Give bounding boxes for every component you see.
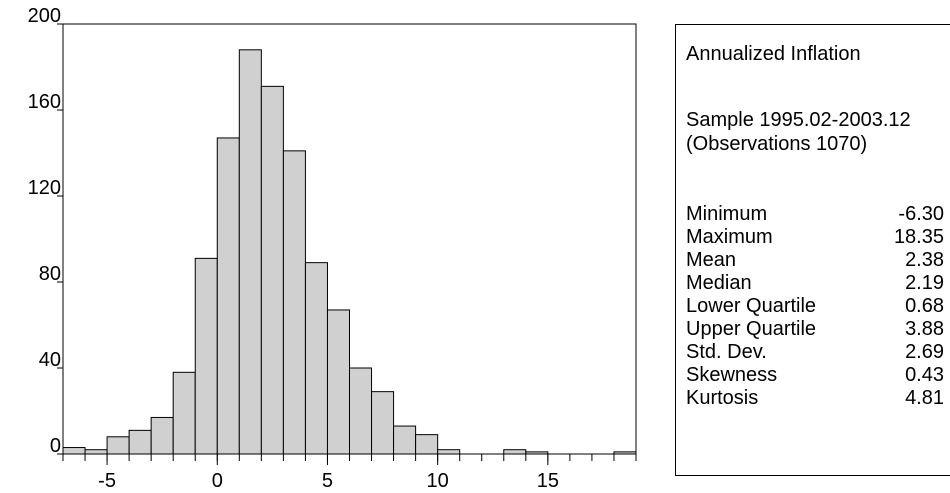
stat-value-median: 2.19 — [905, 272, 944, 294]
histogram-bar — [172, 371, 196, 455]
stat-value-kurtosis: 4.81 — [905, 387, 944, 409]
histogram-bar — [84, 449, 108, 455]
stat-label-std-dev: Std. Dev. — [686, 341, 767, 363]
stat-label-minimum: Minimum — [686, 203, 768, 225]
y-tick-label: 80 — [39, 263, 61, 285]
x-tick-label: 10 — [427, 470, 449, 492]
y-tick-label: 40 — [39, 349, 61, 371]
histogram-bar — [503, 449, 527, 455]
stat-value-upper-quartile: 3.88 — [905, 318, 944, 340]
histogram-bar — [260, 85, 284, 455]
histogram-bar — [393, 425, 417, 455]
stat-label-skewness: Skewness — [686, 364, 778, 386]
x-tick-label: 15 — [537, 470, 559, 492]
stat-label-upper-quartile: Upper Quartile — [686, 318, 817, 340]
histogram-bar — [216, 137, 240, 455]
x-axis: -5 0 5 10 15 — [62, 454, 637, 492]
histogram-bar — [238, 49, 262, 455]
y-tick-label: 0 — [50, 435, 61, 457]
histogram-bar — [326, 309, 351, 455]
histogram-chart: 0 40 80 120 160 200 -5 0 5 10 15 — [28, 5, 637, 492]
y-tick-label: 160 — [28, 91, 61, 113]
histogram-bars — [62, 49, 637, 455]
histogram-bar — [371, 391, 395, 455]
histogram-bar — [437, 449, 461, 455]
stat-value-minimum: -6.30 — [898, 203, 944, 225]
histogram-bar — [349, 367, 373, 455]
stat-value-skewness: 0.43 — [905, 364, 944, 386]
y-tick-label: 200 — [28, 5, 61, 27]
stat-value-maximum: 18.35 — [893, 226, 944, 248]
histogram-bar — [194, 257, 218, 455]
stat-label-kurtosis: Kurtosis — [686, 387, 759, 409]
histogram-bar — [282, 150, 306, 455]
statistics-panel: Annualized Inflation Sample 1995.02-2003… — [675, 24, 950, 476]
stat-label-mean: Mean — [686, 249, 737, 271]
stats-sample-range: Sample 1995.02-2003.12 — [686, 109, 911, 131]
y-tick-label: 120 — [28, 177, 61, 199]
histogram-bar — [128, 429, 152, 455]
stat-label-lower-quartile: Lower Quartile — [686, 295, 817, 317]
stat-value-mean: 2.38 — [905, 249, 944, 271]
x-tick-label: -5 — [98, 470, 116, 492]
stat-value-lower-quartile: 0.68 — [905, 295, 944, 317]
stat-label-maximum: Maximum — [686, 226, 773, 248]
stats-observations: (Observations 1070) — [686, 133, 868, 155]
histogram-bar — [106, 436, 130, 455]
stat-value-std-dev: 2.69 — [905, 341, 944, 363]
histogram-bar — [62, 447, 86, 455]
stat-label-median: Median — [686, 272, 752, 294]
histogram-bar — [150, 416, 174, 455]
stats-title: Annualized Inflation — [686, 43, 861, 65]
histogram-bar — [304, 262, 328, 455]
y-axis: 0 40 80 120 160 200 — [28, 5, 63, 457]
x-tick-label: 5 — [322, 470, 333, 492]
x-tick-label: 0 — [212, 470, 223, 492]
histogram-bar — [415, 434, 439, 455]
